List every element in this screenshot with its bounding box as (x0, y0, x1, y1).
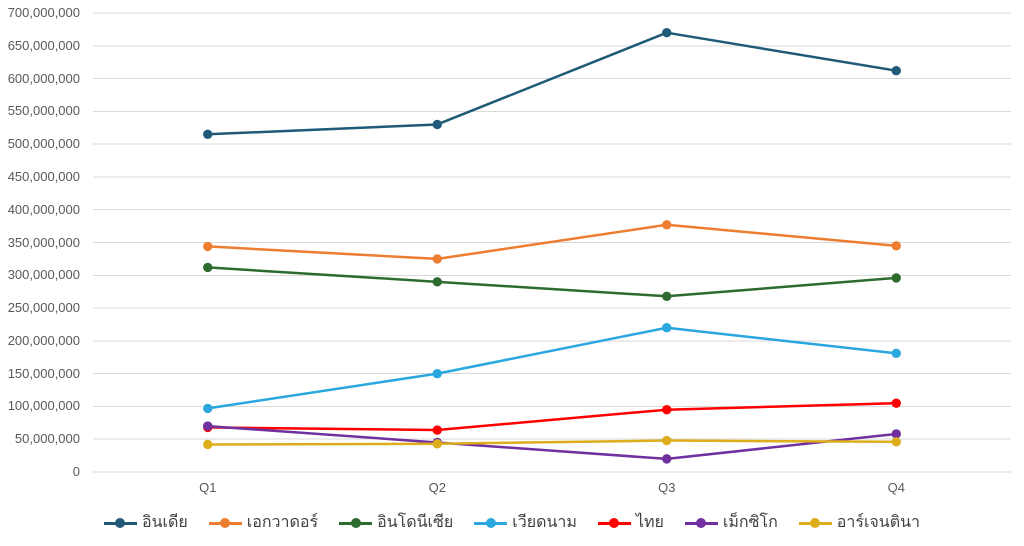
data-point (891, 348, 901, 359)
data-point (662, 323, 672, 333)
series-line-4 (207, 401, 897, 432)
data-point (432, 439, 442, 449)
data-point (891, 273, 901, 283)
data-point (662, 454, 672, 464)
y-axis-tick: 700,000,000 (7, 5, 80, 20)
legend-label: ไทย (635, 514, 664, 531)
data-point (891, 241, 901, 251)
legend-item-ecuador: เอกวาดอร์ (208, 513, 319, 533)
legend-label: อินเดีย (141, 514, 188, 531)
data-point (432, 254, 442, 264)
series-line-2 (207, 266, 897, 298)
legend-item-mexico: เม็กซิโก (684, 513, 778, 533)
data-point (203, 262, 213, 273)
y-axis-tick: 650,000,000 (7, 37, 80, 53)
y-axis-tick: 350,000,000 (7, 234, 80, 250)
data-point (891, 66, 901, 76)
data-point (432, 425, 442, 435)
legend-marker-icon (339, 521, 373, 525)
data-point (891, 398, 901, 408)
y-axis-tick: 50,000,000 (14, 431, 80, 447)
series-line-6 (207, 439, 897, 446)
legend-marker-icon (103, 521, 137, 525)
legend-item-vietnam: เวียดนาม (474, 513, 577, 533)
data-point (432, 368, 442, 379)
legend-label: เม็กซิโก (722, 514, 778, 531)
data-point (432, 119, 442, 130)
data-point (662, 220, 672, 230)
series-line-0 (207, 31, 897, 136)
y-axis-tick: 200,000,000 (7, 332, 80, 348)
legend-marker-icon (684, 521, 718, 525)
x-axis-label-q1: Q1 (199, 480, 217, 495)
data-point (662, 291, 672, 301)
legend-label: เอกวาดอร์ (246, 514, 319, 531)
legend-label: เวียดนาม (512, 514, 577, 531)
data-point (203, 129, 213, 140)
data-point (662, 405, 672, 415)
y-axis-tick: 450,000,000 (7, 168, 80, 184)
legend-item-indonesia: อินโดนีเซีย (339, 513, 453, 533)
data-point (891, 437, 901, 447)
y-axis-tick: 400,000,000 (7, 201, 80, 217)
data-point (891, 429, 901, 439)
y-axis-tick: 150,000,000 (7, 365, 80, 381)
legend-marker-icon (474, 521, 508, 525)
data-point (432, 277, 442, 287)
y-axis-tick: 300,000,000 (7, 267, 80, 283)
y-axis-tick: 250,000,000 (7, 300, 80, 316)
series-line-1 (207, 223, 897, 261)
legend-item-thailand: ไทย (597, 513, 664, 533)
legend-label: อินโดนีเซีย (377, 514, 454, 531)
legend-marker-icon (208, 521, 242, 525)
series-line-3 (207, 326, 897, 410)
chart-legend: อินเดีย เอกวาดอร์ อินโดนีเซีย เวียดนาม ไ… (0, 505, 1024, 541)
x-axis-label-q4: Q4 (887, 480, 905, 495)
series-line-5 (207, 424, 897, 461)
legend-item-argentina: อาร์เจนตินา (798, 513, 921, 533)
y-axis-tick: 500,000,000 (7, 136, 80, 152)
y-axis-tick: 550,000,000 (7, 103, 80, 119)
data-point (662, 27, 672, 38)
legend-marker-icon (798, 521, 832, 525)
legend-item-india: อินเดีย (103, 513, 188, 533)
legend-marker-icon (597, 521, 631, 525)
data-point (662, 435, 672, 446)
x-axis-label-q3: Q3 (658, 480, 676, 495)
data-point (203, 403, 213, 414)
legend-label: อาร์เจนตินา (836, 514, 921, 531)
data-point (203, 439, 213, 450)
data-point (203, 421, 213, 431)
data-point (203, 241, 213, 252)
x-axis-label-q2: Q2 (428, 480, 446, 495)
y-axis-tick: 100,000,000 (7, 398, 80, 414)
y-axis-tick: 0 (72, 464, 80, 479)
y-axis-tick: 600,000,000 (7, 70, 80, 86)
